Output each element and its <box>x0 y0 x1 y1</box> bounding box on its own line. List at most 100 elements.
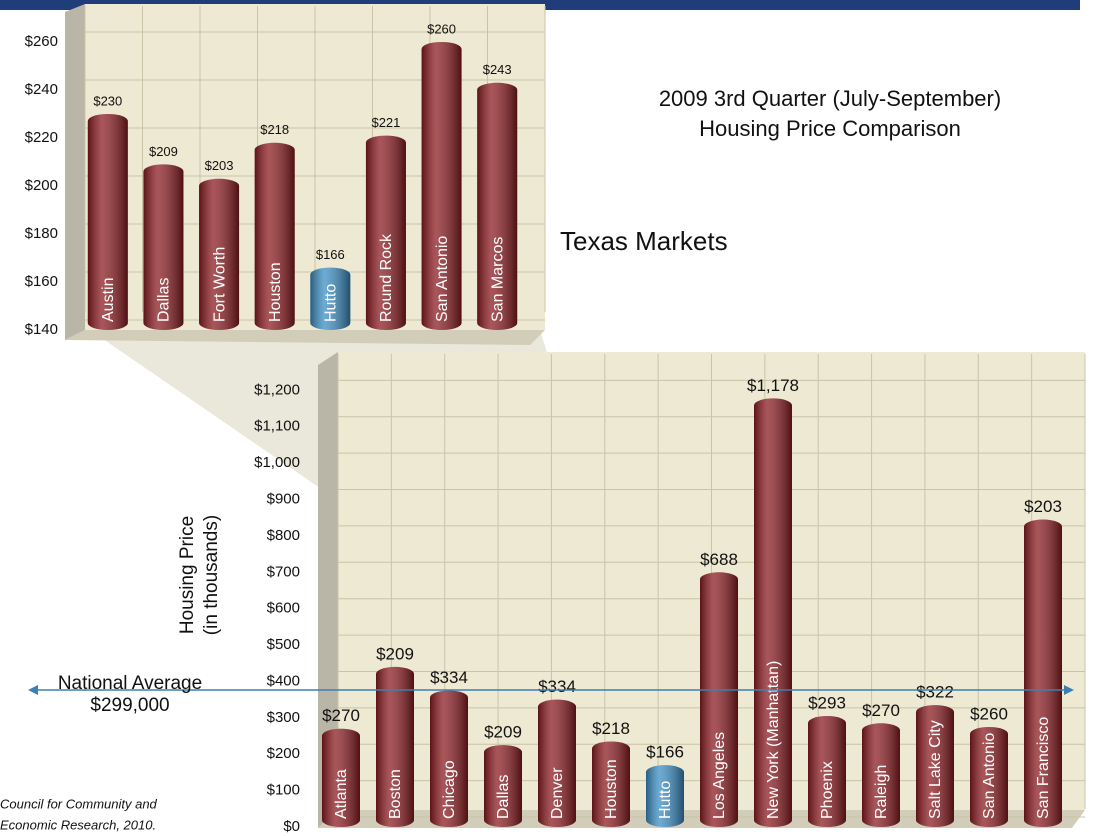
y-tick-label: $1,200 <box>254 381 300 398</box>
bar-shade <box>484 745 522 827</box>
y-tick-label: $100 <box>267 782 300 799</box>
y-axis-label: (in thousands) <box>201 515 222 635</box>
bar-shade <box>754 398 792 827</box>
reference-label: National Average <box>58 673 202 694</box>
x-tick-label: Los Angeles <box>711 732 728 819</box>
bar-shade <box>700 572 738 827</box>
x-tick-label: Salt Lake City <box>927 720 944 819</box>
data-label: $243 <box>483 62 512 77</box>
x-tick-label: Denver <box>549 767 566 819</box>
data-label: $260 <box>427 21 456 36</box>
y-tick-label: $500 <box>267 636 300 653</box>
reference-label: $299,000 <box>90 695 169 716</box>
national-chart: $0 $100 $200 $300 $400 $500 $600 $700 $800 $900 $1… <box>254 354 1086 835</box>
bar-shade <box>862 723 900 827</box>
x-tick-label: Houston <box>267 262 284 322</box>
bar-shade <box>538 699 576 827</box>
heading: 2009 3rd Quarter (July-September) <box>659 86 1001 111</box>
x-tick-label: Hutto <box>323 284 340 322</box>
x-tick-label: San Antonio <box>981 733 998 819</box>
y-tick-label: $700 <box>267 563 300 580</box>
bar-shade <box>199 178 240 330</box>
data-label: $218 <box>592 719 630 738</box>
bar-shade <box>592 741 630 827</box>
y-tick-label: $1,000 <box>254 454 300 471</box>
y-tick-label: $240 <box>25 81 58 98</box>
bar-shade <box>254 142 295 330</box>
y-axis-label: Housing Price <box>177 516 198 634</box>
bar-shade <box>430 690 468 827</box>
data-label: $203 <box>205 158 234 173</box>
bar-shade <box>376 666 414 827</box>
bar-shade <box>87 114 128 330</box>
source: Economic Research, 2010. <box>0 817 156 832</box>
data-label: $218 <box>260 122 289 137</box>
x-tick-label: Dallas <box>495 775 512 819</box>
y-tick-label: $180 <box>25 225 58 242</box>
data-label: $166 <box>316 247 345 262</box>
data-label: $688 <box>700 550 738 569</box>
x-tick-label: New York (Manhattan) <box>765 661 782 819</box>
x-tick-label: Fort Worth <box>211 247 228 322</box>
y-tick-label: $1,100 <box>254 418 300 435</box>
y-tick-label: $200 <box>25 177 58 194</box>
bar-shade <box>477 82 518 330</box>
x-tick-label: Hutto <box>657 781 674 819</box>
y-tick-label: $0 <box>283 818 300 835</box>
x-tick-label: Houston <box>603 759 620 819</box>
y-tick-label: $800 <box>267 527 300 544</box>
data-label: $260 <box>970 704 1008 723</box>
floor <box>65 330 545 345</box>
y-tick-label: $220 <box>25 129 58 146</box>
texas-chart: $140 $160 $180 $200 $220 $240 $260 $230 Austin $2… <box>25 6 546 338</box>
y-tick-label: $140 <box>25 321 58 338</box>
bar-shade <box>970 726 1008 827</box>
arrow-head <box>1064 685 1074 695</box>
x-tick-label: Atlanta <box>333 769 350 819</box>
data-label: $293 <box>808 694 846 713</box>
x-tick-label: Boston <box>387 769 404 819</box>
data-label: $221 <box>371 115 400 130</box>
chart-title: Texas Markets <box>560 226 728 256</box>
data-label: $334 <box>538 677 576 696</box>
y-tick-label: $600 <box>267 600 300 617</box>
x-tick-label: San Marcos <box>489 237 506 322</box>
data-label: $334 <box>430 668 468 687</box>
data-label: $322 <box>916 683 954 702</box>
y-tick-label: $260 <box>25 33 58 50</box>
x-tick-label: Raleigh <box>873 765 890 819</box>
x-tick-label: San Antonio <box>434 236 451 322</box>
bar-shade <box>310 267 351 330</box>
bar-shade <box>916 705 954 827</box>
y-tick-label: $200 <box>267 745 300 762</box>
x-tick-label: Round Rock <box>378 233 395 322</box>
bar-shade <box>143 164 184 330</box>
bar-shade <box>365 135 406 330</box>
data-label: $270 <box>322 706 360 725</box>
bar-shade <box>421 42 462 330</box>
bar-shade <box>1024 519 1062 827</box>
data-label: $209 <box>149 144 178 159</box>
subheading: Housing Price Comparison <box>699 116 961 141</box>
x-tick-label: Austin <box>100 278 117 322</box>
data-label: $166 <box>646 743 684 762</box>
data-label: $1,178 <box>747 376 799 395</box>
bar-shade <box>808 716 846 827</box>
x-tick-label: Phoenix <box>819 761 836 819</box>
data-label: $270 <box>862 701 900 720</box>
source: Council for Community and <box>0 796 158 811</box>
y-tick-label: $300 <box>267 709 300 726</box>
x-tick-label: Dallas <box>156 278 173 322</box>
bar-shade <box>322 728 360 827</box>
arrow-head <box>28 685 38 695</box>
x-tick-label: Chicago <box>441 760 458 819</box>
data-label: $203 <box>1024 497 1062 516</box>
y-tick-label: $400 <box>267 672 300 689</box>
data-label: $230 <box>93 93 122 108</box>
bar-shade <box>646 765 684 827</box>
y-tick-label: $160 <box>25 273 58 290</box>
data-label: $209 <box>484 723 522 742</box>
y-tick-label: $900 <box>267 491 300 508</box>
data-label: $209 <box>376 644 414 663</box>
